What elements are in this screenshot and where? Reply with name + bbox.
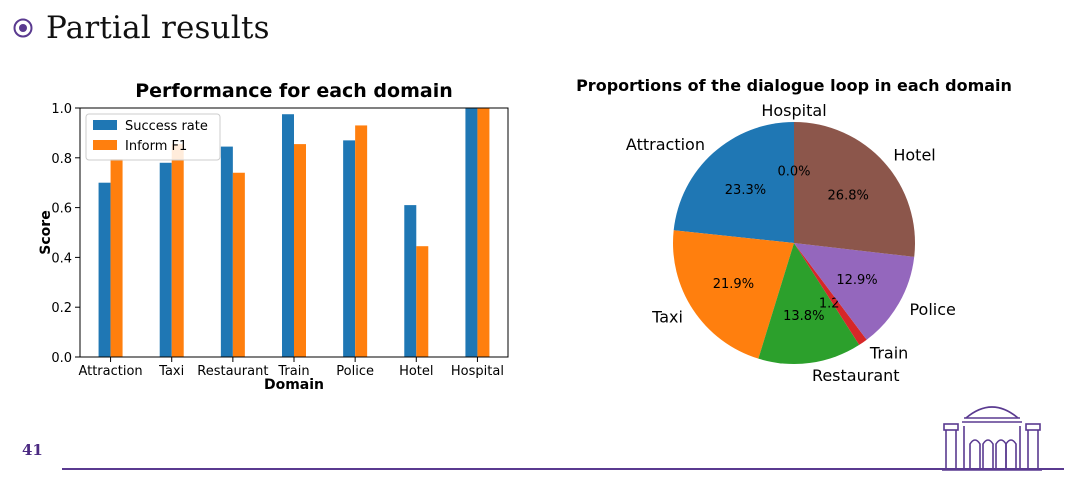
- bar-success-rate-restaurant: [220, 146, 233, 357]
- slide-title: Partial results: [12, 8, 270, 48]
- x-tick-label: Train: [277, 364, 309, 379]
- y-axis-label: Score: [38, 210, 54, 254]
- y-tick-label: 0.6: [51, 202, 72, 217]
- bar-success-rate-hotel: [404, 205, 417, 357]
- pie-slice-label: Police: [909, 300, 955, 319]
- pie-pct-label: 0.0%: [777, 164, 810, 179]
- bar-success-rate-train: [282, 114, 294, 357]
- pie-slice-label: Hospital: [761, 101, 826, 120]
- university-logo-icon: [942, 406, 1042, 471]
- pie-chart: Proportions of the dialogue loop in each…: [576, 76, 1012, 385]
- x-tick-label: Hotel: [399, 364, 433, 379]
- footer-divider: [62, 468, 1064, 470]
- pie-slice-label: Taxi: [651, 307, 683, 326]
- legend-label-inform-f1: Inform F1: [125, 139, 187, 154]
- bar-inform-f1-train: [294, 144, 306, 357]
- bar-inform-f1-police: [355, 125, 368, 358]
- bar-success-rate-taxi: [159, 162, 172, 357]
- page-number: 41: [22, 441, 43, 459]
- y-tick-label: 0.2: [51, 301, 72, 316]
- pie-chart-title: Proportions of the dialogue loop in each…: [576, 76, 1012, 95]
- pie-slice-restaurant: [758, 243, 860, 364]
- bar-legend: Success rate Inform F1: [85, 113, 221, 161]
- bar-success-rate-attraction: [98, 182, 111, 357]
- bar-success-rate-police: [343, 140, 356, 357]
- x-tick-label: Police: [336, 364, 374, 379]
- bar-inform-f1-restaurant: [232, 172, 245, 357]
- bar-inform-f1-attraction: [110, 159, 123, 357]
- bar-success-rate-hospital: [465, 108, 478, 357]
- pie-slice-taxi: [673, 230, 794, 359]
- pie-pct-label: 13.8%: [783, 309, 824, 324]
- bar-inform-f1-hospital: [477, 108, 490, 357]
- pie-slice-label: Attraction: [626, 135, 705, 154]
- plot-frame: [79, 107, 509, 358]
- legend-label-success-rate: Success rate: [125, 119, 208, 134]
- pie-slice-label: Hotel: [893, 145, 935, 164]
- pie-pct-label: 26.8%: [828, 189, 869, 204]
- y-tick-label: 1.0: [51, 102, 72, 117]
- x-axis-label: Domain: [264, 377, 324, 393]
- y-tick-label: 0.0: [51, 351, 72, 366]
- legend-box: [85, 113, 221, 161]
- bar-chart: Performance for each domain 0.0 0.2 0.4 0.6 0…: [38, 80, 509, 393]
- legend-swatch-inform-f1: [93, 140, 117, 150]
- pie-pct-label: 21.9%: [713, 277, 754, 292]
- y-tick-label: 0.8: [51, 152, 72, 167]
- bar-inform-f1-hotel: [416, 246, 429, 357]
- x-tick-label: Attraction: [78, 364, 142, 379]
- pie-slice-attraction: [673, 122, 794, 243]
- pie-pct-label: 12.9%: [836, 273, 877, 288]
- pie-slice-label: Train: [869, 343, 908, 362]
- pie-slice-police: [794, 243, 915, 340]
- pie-slice-train: [794, 243, 867, 345]
- legend-swatch-success-rate: [93, 120, 117, 130]
- bar-chart-title: Performance for each domain: [135, 80, 453, 102]
- bullet-icon: [13, 18, 33, 38]
- x-tick-label: Hospital: [451, 364, 504, 379]
- bar-inform-f1-taxi: [171, 144, 184, 357]
- pie-slice-label: Restaurant: [812, 366, 900, 385]
- slide-title-text: Partial results: [46, 10, 270, 46]
- y-tick-label: 0.4: [51, 251, 72, 266]
- pie-slice-hotel: [794, 122, 915, 257]
- pie-pct-label: 23.3%: [725, 183, 766, 198]
- x-tick-label: Restaurant: [197, 364, 268, 379]
- x-tick-label: Taxi: [158, 364, 184, 379]
